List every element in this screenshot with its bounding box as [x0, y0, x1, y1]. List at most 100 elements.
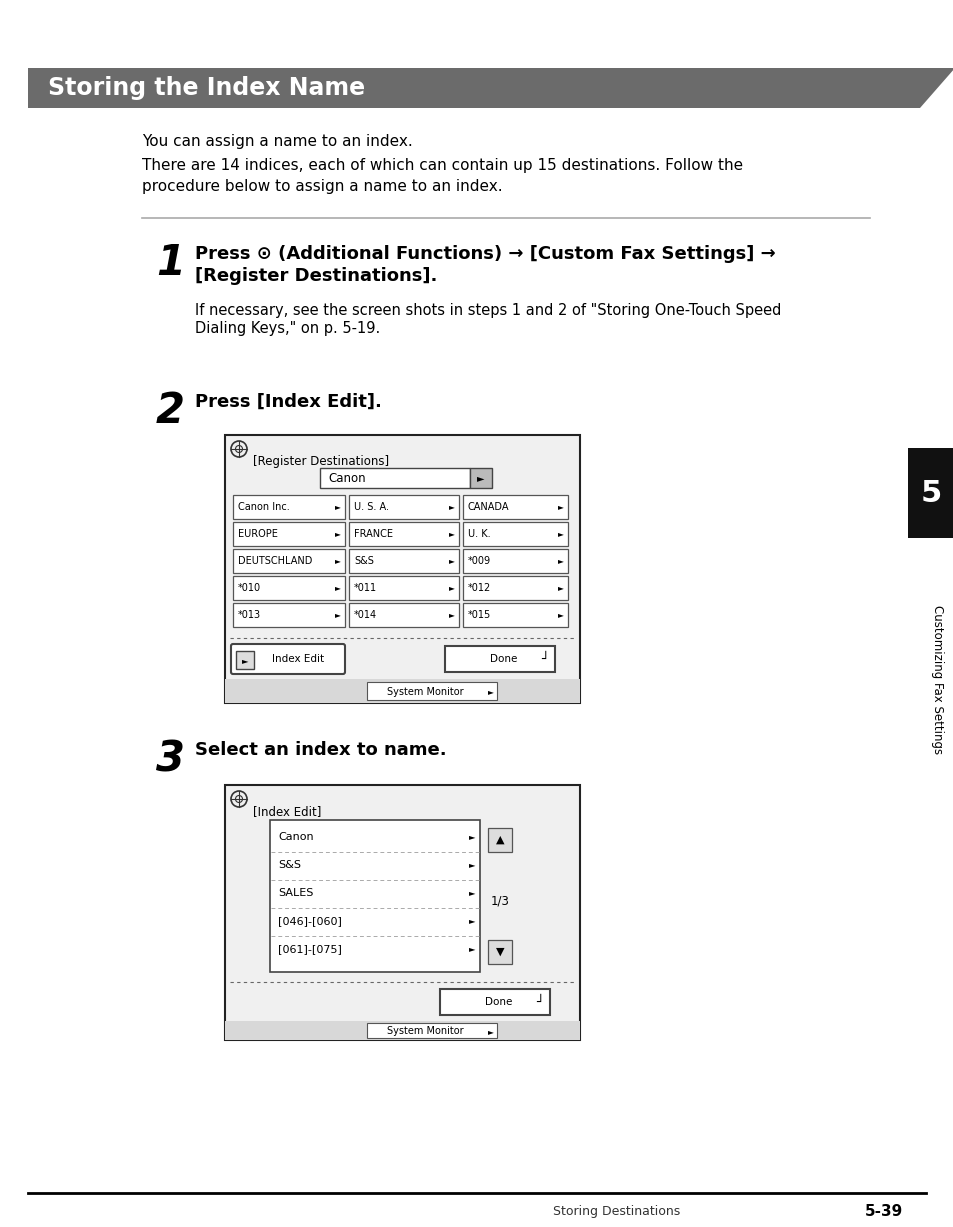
FancyBboxPatch shape	[225, 1021, 579, 1040]
FancyBboxPatch shape	[233, 494, 345, 519]
Text: 1/3: 1/3	[490, 894, 509, 908]
Polygon shape	[28, 67, 953, 108]
Text: ►: ►	[335, 611, 340, 620]
Text: ►: ►	[468, 888, 475, 897]
Text: Done: Done	[484, 998, 512, 1007]
Text: ►: ►	[449, 503, 455, 512]
FancyBboxPatch shape	[349, 494, 458, 519]
FancyBboxPatch shape	[233, 521, 345, 546]
Text: ►: ►	[449, 557, 455, 566]
Text: Press ⊙ (Additional Functions) → [Custom Fax Settings] →: Press ⊙ (Additional Functions) → [Custom…	[194, 245, 775, 263]
Text: ►: ►	[335, 503, 340, 512]
FancyBboxPatch shape	[462, 494, 567, 519]
FancyBboxPatch shape	[225, 785, 579, 1040]
Text: You can assign a name to an index.: You can assign a name to an index.	[142, 134, 413, 148]
Text: ┘: ┘	[536, 995, 543, 1009]
FancyBboxPatch shape	[462, 575, 567, 600]
Text: ►: ►	[558, 557, 563, 566]
Text: FRANCE: FRANCE	[354, 529, 393, 539]
Text: U. K.: U. K.	[468, 529, 490, 539]
Text: ►: ►	[468, 917, 475, 925]
Text: System Monitor: System Monitor	[387, 687, 463, 697]
Text: ►: ►	[449, 611, 455, 620]
Text: Canon Inc.: Canon Inc.	[237, 502, 290, 512]
Text: ►: ►	[468, 832, 475, 842]
FancyBboxPatch shape	[319, 467, 470, 488]
Text: ▲: ▲	[496, 836, 504, 845]
Text: Select an index to name.: Select an index to name.	[194, 741, 446, 760]
Text: U. S. A.: U. S. A.	[354, 502, 389, 512]
Text: Canon: Canon	[277, 832, 314, 842]
FancyBboxPatch shape	[349, 548, 458, 573]
FancyBboxPatch shape	[231, 644, 345, 674]
Text: *012: *012	[468, 583, 491, 593]
FancyBboxPatch shape	[233, 602, 345, 627]
Text: Canon: Canon	[328, 471, 365, 485]
Text: Index Edit: Index Edit	[272, 654, 324, 664]
FancyBboxPatch shape	[488, 940, 512, 964]
Text: Dialing Keys," on p. 5-19.: Dialing Keys," on p. 5-19.	[194, 321, 380, 336]
Text: Customizing Fax Settings: Customizing Fax Settings	[930, 605, 943, 755]
FancyBboxPatch shape	[444, 645, 555, 672]
Text: *011: *011	[354, 583, 376, 593]
Text: *010: *010	[237, 583, 261, 593]
Text: There are 14 indices, each of which can contain up 15 destinations. Follow the
p: There are 14 indices, each of which can …	[142, 158, 742, 194]
Text: ►: ►	[487, 687, 493, 697]
FancyBboxPatch shape	[470, 467, 492, 488]
FancyBboxPatch shape	[439, 989, 550, 1015]
FancyBboxPatch shape	[462, 548, 567, 573]
FancyBboxPatch shape	[233, 575, 345, 600]
Text: ►: ►	[476, 472, 484, 483]
Text: 1: 1	[156, 242, 185, 283]
Text: ►: ►	[335, 530, 340, 539]
Text: ►: ►	[468, 945, 475, 953]
Text: ►: ►	[558, 611, 563, 620]
FancyBboxPatch shape	[488, 828, 512, 852]
Text: *013: *013	[237, 610, 261, 620]
Text: ►: ►	[558, 530, 563, 539]
FancyBboxPatch shape	[225, 679, 579, 703]
FancyBboxPatch shape	[233, 548, 345, 573]
FancyBboxPatch shape	[270, 820, 479, 972]
FancyBboxPatch shape	[349, 521, 458, 546]
Text: System Monitor: System Monitor	[387, 1027, 463, 1037]
FancyBboxPatch shape	[367, 682, 497, 699]
Text: ►: ►	[335, 584, 340, 593]
Text: S&S: S&S	[277, 860, 301, 870]
Text: [061]-[075]: [061]-[075]	[277, 944, 341, 955]
Text: 2: 2	[156, 390, 185, 432]
Text: ┘: ┘	[540, 653, 548, 665]
Text: ►: ►	[487, 1027, 493, 1036]
Text: EUROPE: EUROPE	[237, 529, 277, 539]
Text: *014: *014	[354, 610, 376, 620]
Text: If necessary, see the screen shots in steps 1 and 2 of "Storing One-Touch Speed: If necessary, see the screen shots in st…	[194, 303, 781, 318]
FancyBboxPatch shape	[349, 575, 458, 600]
Text: S&S: S&S	[354, 556, 374, 566]
FancyBboxPatch shape	[349, 602, 458, 627]
Text: 5-39: 5-39	[864, 1204, 902, 1218]
Text: DEUTSCHLAND: DEUTSCHLAND	[237, 556, 312, 566]
Text: [Index Edit]: [Index Edit]	[253, 805, 321, 818]
Text: *015: *015	[468, 610, 491, 620]
Text: 3: 3	[156, 737, 185, 780]
Text: ▼: ▼	[496, 947, 504, 957]
Text: ►: ►	[558, 503, 563, 512]
FancyBboxPatch shape	[907, 448, 953, 537]
Text: [Register Destinations].: [Register Destinations].	[194, 267, 436, 285]
FancyBboxPatch shape	[462, 521, 567, 546]
Text: ►: ►	[241, 656, 248, 665]
FancyBboxPatch shape	[225, 436, 579, 703]
Text: CANADA: CANADA	[468, 502, 509, 512]
FancyBboxPatch shape	[462, 602, 567, 627]
Text: *009: *009	[468, 556, 491, 566]
Text: 5: 5	[920, 479, 941, 508]
Text: Done: Done	[490, 654, 517, 664]
Text: ►: ►	[449, 584, 455, 593]
Text: SALES: SALES	[277, 888, 313, 898]
FancyBboxPatch shape	[367, 1023, 497, 1038]
Text: [046]-[060]: [046]-[060]	[277, 917, 341, 926]
Text: [Register Destinations]: [Register Destinations]	[253, 455, 389, 467]
Text: ►: ►	[449, 530, 455, 539]
Text: ►: ►	[335, 557, 340, 566]
Text: Storing Destinations: Storing Destinations	[552, 1205, 679, 1217]
